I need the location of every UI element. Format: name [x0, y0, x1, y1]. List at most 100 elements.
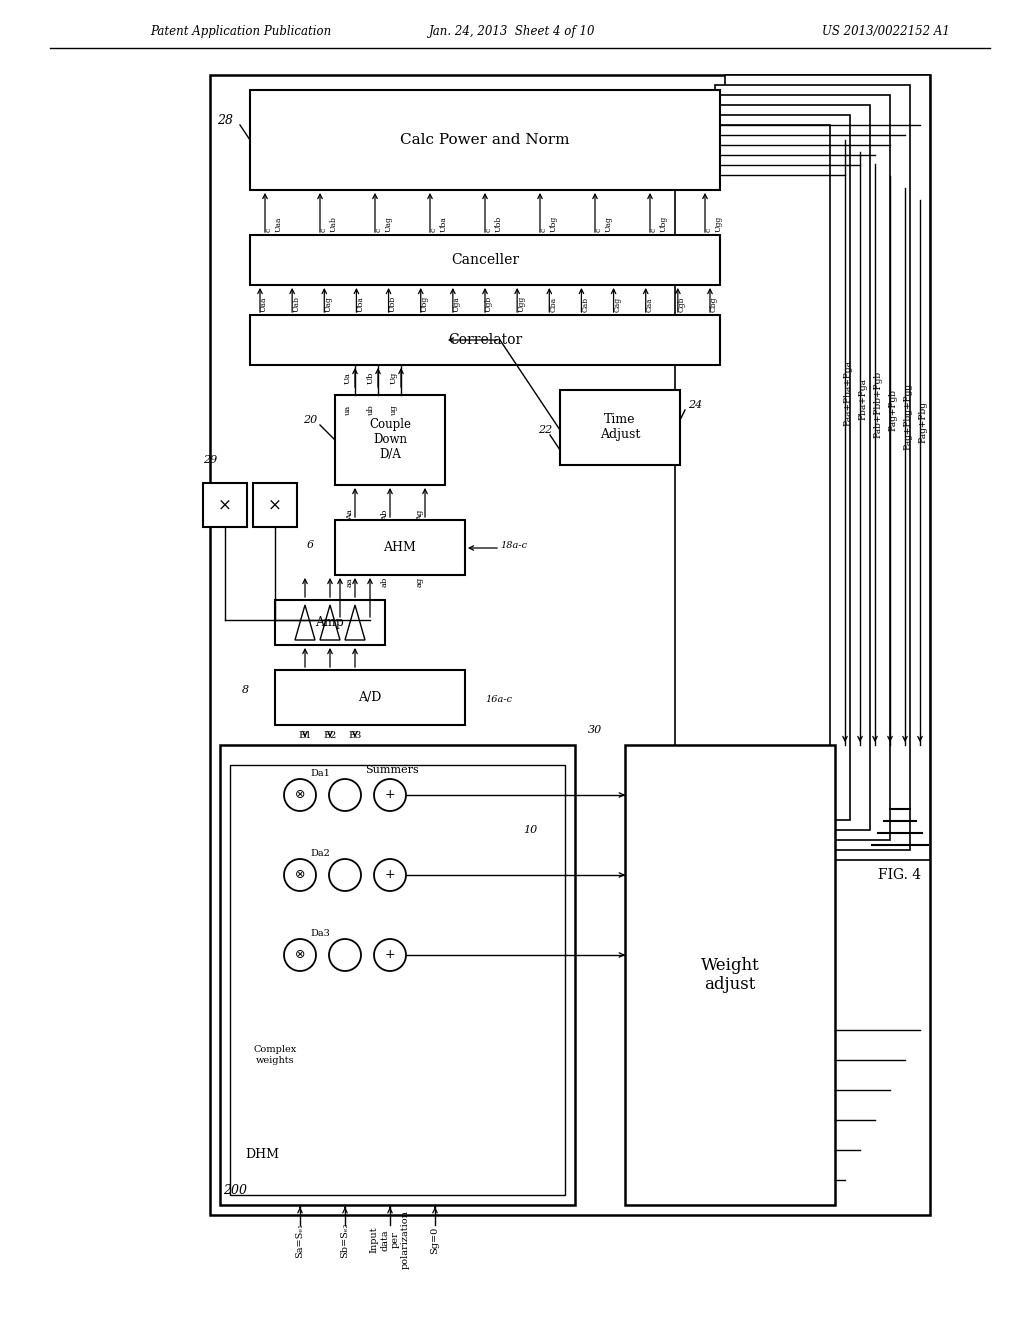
Text: Da2: Da2: [310, 849, 330, 858]
Text: 22: 22: [538, 425, 552, 436]
Bar: [725, 75, 930, 861]
Text: Caa: Caa: [646, 297, 653, 312]
Text: ⊗: ⊗: [295, 869, 305, 882]
Text: +: +: [385, 949, 395, 961]
Text: Ua: Ua: [344, 372, 352, 384]
Circle shape: [284, 939, 316, 972]
Text: Da1: Da1: [310, 768, 330, 777]
Text: Uaa: Uaa: [260, 297, 268, 312]
Text: Sa=Sₑ₁: Sa=Sₑ₁: [296, 1222, 304, 1258]
Bar: [210, 75, 930, 1214]
Circle shape: [374, 859, 406, 891]
Text: Time
Adjust: Time Adjust: [600, 413, 640, 441]
Text: DHM: DHM: [245, 1148, 279, 1162]
Text: 8: 8: [242, 685, 249, 696]
Text: Ag: Ag: [416, 510, 424, 520]
Text: ⊗: ⊗: [295, 949, 305, 961]
Text: Cag: Cag: [613, 297, 622, 312]
Text: Sg=0: Sg=0: [430, 1226, 439, 1254]
Text: Pab+Pbb+Pgb: Pab+Pbb+Pgb: [873, 371, 883, 438]
Text: c
Uag: c Uag: [375, 216, 392, 232]
Text: Cab: Cab: [582, 297, 590, 312]
Text: Uab: Uab: [292, 296, 300, 312]
Text: Complex
weights: Complex weights: [253, 1045, 297, 1065]
Text: Weight
adjust: Weight adjust: [700, 957, 760, 993]
Text: 29: 29: [203, 455, 217, 465]
Text: Pag+Pbg: Pag+Pbg: [919, 401, 928, 444]
Circle shape: [329, 859, 361, 891]
Text: c
Uaa: c Uaa: [265, 216, 283, 232]
Bar: [250, 315, 720, 366]
Text: Pag+Pbg+Pgg: Pag+Pbg+Pgg: [903, 383, 912, 450]
Text: Ugb: Ugb: [485, 296, 493, 312]
Text: FIG. 4: FIG. 4: [879, 869, 922, 882]
Text: +: +: [385, 788, 395, 801]
Text: 6: 6: [306, 540, 313, 550]
Bar: [625, 744, 835, 1205]
Text: Ab: Ab: [381, 510, 389, 520]
Text: Canceller: Canceller: [451, 253, 519, 267]
Text: Cba: Cba: [549, 297, 557, 312]
Text: US 2013/0022152 A1: US 2013/0022152 A1: [822, 25, 950, 38]
Bar: [275, 601, 385, 645]
Text: Paa+Pba+Pga: Paa+Pba+Pga: [844, 359, 853, 425]
Text: Pag+Pgb: Pag+Pgb: [889, 389, 897, 432]
Text: Correlator: Correlator: [447, 333, 522, 347]
Text: Amp: Amp: [315, 616, 344, 630]
Bar: [560, 389, 680, 465]
Bar: [220, 744, 575, 1205]
Text: AHM: AHM: [384, 541, 417, 554]
Circle shape: [284, 779, 316, 810]
Bar: [250, 90, 720, 190]
Bar: [275, 671, 465, 725]
Bar: [695, 106, 870, 830]
Text: aa: aa: [346, 577, 354, 587]
Text: A/D: A/D: [358, 690, 382, 704]
Text: c
Uba: c Uba: [430, 216, 447, 232]
Text: 18a-c: 18a-c: [500, 540, 527, 549]
Text: E1: E1: [298, 730, 311, 739]
Circle shape: [374, 779, 406, 810]
Text: c
Ugg: c Ugg: [705, 215, 722, 232]
Text: 20: 20: [303, 414, 317, 425]
Bar: [253, 483, 297, 527]
Text: Sb=Sₑ₂: Sb=Sₑ₂: [341, 1222, 349, 1258]
Text: Patent Application Publication: Patent Application Publication: [150, 25, 331, 38]
Bar: [675, 125, 830, 810]
Text: Uga: Uga: [453, 296, 461, 312]
Bar: [250, 235, 720, 285]
Text: Cgb: Cgb: [678, 297, 686, 312]
Text: c
Ubb: c Ubb: [485, 215, 502, 232]
Circle shape: [329, 779, 361, 810]
Text: 200: 200: [223, 1184, 247, 1196]
Bar: [203, 483, 247, 527]
Text: c
Ubg: c Ubg: [540, 215, 557, 232]
Text: 24: 24: [688, 400, 702, 411]
Text: Ubb: Ubb: [388, 296, 396, 312]
Text: ub: ub: [367, 405, 375, 416]
Text: Ug: Ug: [390, 372, 398, 384]
Text: 10: 10: [523, 825, 538, 836]
Text: Calc Power and Norm: Calc Power and Norm: [400, 133, 569, 147]
Text: 30: 30: [588, 725, 602, 735]
Text: ug: ug: [390, 405, 398, 416]
Text: c
Ubg: c Ubg: [650, 215, 668, 232]
Text: Ugg: Ugg: [517, 296, 525, 312]
Bar: [335, 395, 445, 484]
Text: ua: ua: [344, 405, 352, 414]
Text: E2: E2: [324, 730, 337, 739]
Text: Uag: Uag: [325, 296, 332, 312]
Text: Couple
Down
D/A: Couple Down D/A: [369, 418, 411, 462]
Text: ×: ×: [218, 496, 232, 513]
Circle shape: [374, 939, 406, 972]
Text: Jan. 24, 2013  Sheet 4 of 10: Jan. 24, 2013 Sheet 4 of 10: [429, 25, 595, 38]
Text: c
Uab: c Uab: [319, 216, 337, 232]
Text: 16a-c: 16a-c: [485, 696, 512, 705]
Text: Pba+Pga: Pba+Pga: [858, 378, 867, 420]
Bar: [335, 520, 465, 576]
Bar: [715, 84, 910, 850]
Text: c
Uag: c Uag: [595, 216, 612, 232]
Text: Cbg: Cbg: [710, 297, 718, 312]
Text: ⊗: ⊗: [295, 788, 305, 801]
Text: ×: ×: [268, 496, 282, 513]
